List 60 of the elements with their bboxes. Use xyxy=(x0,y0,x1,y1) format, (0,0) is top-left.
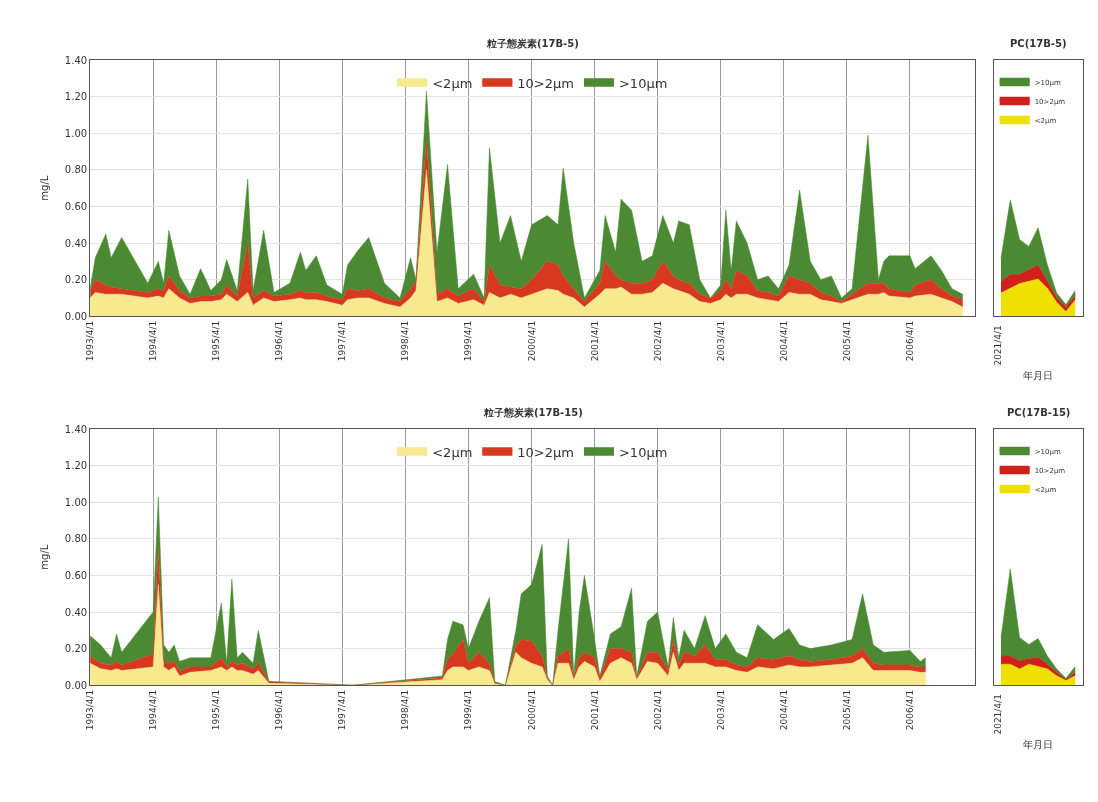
chart-title: PC(17B-5) xyxy=(1010,38,1067,49)
y-tick-label: 1.00 xyxy=(64,127,88,139)
y-tick-label: 0.60 xyxy=(64,200,88,212)
y-tick-label: 0.20 xyxy=(64,274,88,286)
y-tick-label: 0.60 xyxy=(64,569,88,581)
x-tick-label: 2003/4/1 xyxy=(715,689,726,731)
y-tick-label: 1.20 xyxy=(64,460,88,472)
legend-label: >10μm xyxy=(618,444,668,460)
y-tick-label: 0.00 xyxy=(64,310,88,322)
chart-title: 粒子態炭素(17B-15) xyxy=(483,407,583,418)
x-tick-label: 1995/4/1 xyxy=(211,689,222,731)
x-tick-label: 1999/4/1 xyxy=(463,320,474,362)
y-tick-label: 0.20 xyxy=(64,643,88,655)
legend-label: 10>2μm xyxy=(517,75,574,91)
x-tick-label: 2006/4/1 xyxy=(904,689,915,731)
x-tick-label: 2001/4/1 xyxy=(589,689,600,731)
x-tick-label: 1994/4/1 xyxy=(148,320,159,362)
y-tick-label: 1.40 xyxy=(64,423,88,435)
x-tick-label: 2000/4/1 xyxy=(526,689,537,731)
x-tick-label: 2002/4/1 xyxy=(652,320,663,362)
x-axis-title: 年月日 xyxy=(1023,738,1054,750)
x-tick-label: 1993/4/1 xyxy=(85,320,96,362)
x-tick-label: 2005/4/1 xyxy=(841,689,852,731)
x-tick-label: 1994/4/1 xyxy=(148,689,159,731)
y-tick-label: 0.80 xyxy=(64,533,88,545)
x-tick-label: 2005/4/1 xyxy=(841,320,852,362)
x-tick-label: 2004/4/1 xyxy=(778,320,789,362)
text: 2021/4/1 xyxy=(993,325,1004,366)
chart-title: PC(17B-15) xyxy=(1007,407,1071,418)
text: 2021/4/1 xyxy=(993,694,1004,735)
y-tick-label: 1.40 xyxy=(64,54,88,66)
legend-label: <2μm xyxy=(432,444,473,460)
x-tick-label: 1997/4/1 xyxy=(337,320,348,362)
legend-label: >10μm xyxy=(618,75,668,91)
x-tick-label: 2002/4/1 xyxy=(652,689,663,731)
y-tick-label: 1.00 xyxy=(64,496,88,508)
chart-title: 粒子態炭素(17B-5) xyxy=(486,38,579,49)
x-axis-title: 年月日 xyxy=(1023,369,1054,381)
x-tick-label: 2001/4/1 xyxy=(589,320,600,362)
x-tick-label: 1998/4/1 xyxy=(400,689,411,731)
y-tick-label: 0.40 xyxy=(64,237,88,249)
y-tick-label: 0.40 xyxy=(64,606,88,618)
y-tick-label: 1.20 xyxy=(64,91,88,103)
x-tick-label: 2003/4/1 xyxy=(715,320,726,362)
x-tick-label: 1996/4/1 xyxy=(274,689,285,731)
y-tick-label: 0.80 xyxy=(64,164,88,176)
x-tick-label: 2000/4/1 xyxy=(526,320,537,362)
x-tick-label: 2004/4/1 xyxy=(778,689,789,731)
x-tick-label: 1995/4/1 xyxy=(211,320,222,362)
y-tick-label: 0.00 xyxy=(64,679,88,691)
x-tick-label: 1997/4/1 xyxy=(337,689,348,731)
y-axis-title: mg/L xyxy=(38,175,50,201)
x-tick-label: 1998/4/1 xyxy=(400,320,411,362)
legend-label: <2μm xyxy=(432,75,473,91)
x-tick-label: 1996/4/1 xyxy=(274,320,285,362)
x-tick-label: 1999/4/1 xyxy=(463,689,474,731)
legend-label: 10>2μm xyxy=(517,444,574,460)
x-tick-label: 1993/4/1 xyxy=(85,689,96,731)
y-axis-title: mg/L xyxy=(38,544,50,570)
x-tick-label: 2006/4/1 xyxy=(904,320,915,362)
